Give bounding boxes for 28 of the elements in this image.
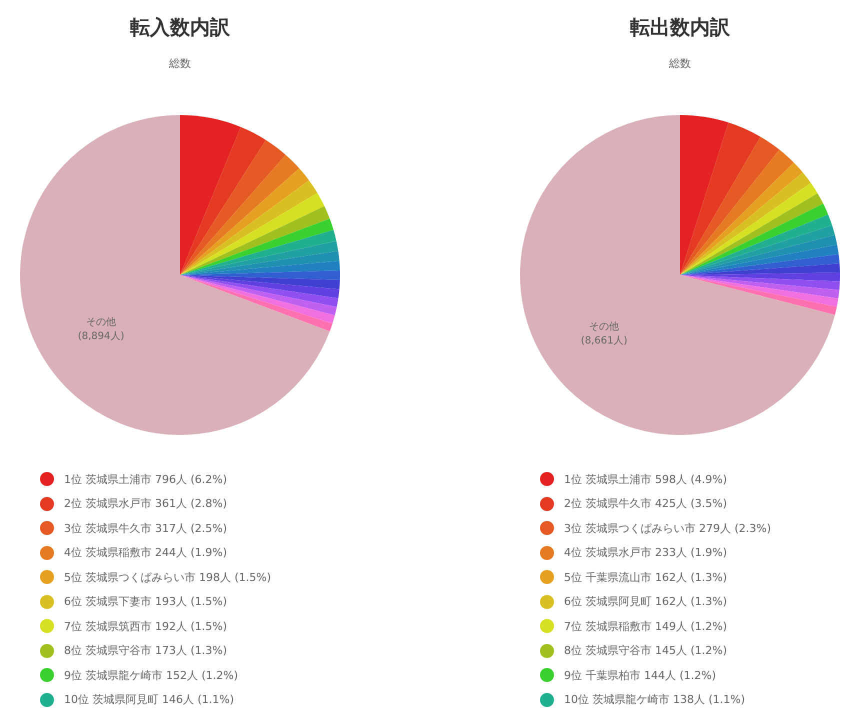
legend-label: 1位 茨城県土浦市 598人 (4.9%) [564, 472, 728, 487]
legend-label: 4位 茨城県稲敷市 244人 (1.9%) [64, 545, 228, 560]
slice-label: その他 [589, 320, 620, 332]
legend-label: 4位 茨城県水戸市 233人 (1.9%) [564, 545, 728, 560]
legend-label: 2位 茨城県水戸市 361人 (2.8%) [64, 496, 228, 512]
legend-label: 6位 茨城県下妻市 193人 (1.5%) [64, 594, 228, 610]
chart-title: 転出数内訳 [629, 14, 731, 41]
legend-label: 2位 茨城県牛久市 425人 (3.5%) [564, 496, 728, 512]
legend-label: 7位 茨城県稲敷市 149人 (1.2%) [564, 618, 728, 634]
chart-subtitle: 総数 [168, 56, 192, 71]
legend-label: 6位 茨城県阿見町 162人 (1.3%) [564, 594, 728, 610]
legend-label: 9位 茨城県龍ケ崎市 152人 (1.2%) [64, 668, 238, 683]
slice-label: その他 [86, 316, 116, 328]
legend-label: 3位 茨城県つくばみらい市 279人 (2.3%) [564, 520, 772, 536]
legend-label: 1位 茨城県土浦市 796人 (6.2%) [64, 472, 228, 487]
data-label: (8,661人) [580, 335, 628, 346]
chart-title: 転入数内訳 [129, 14, 231, 41]
legend-label: 8位 茨城県守谷市 173人 (1.3%) [64, 643, 228, 658]
legend-label: 7位 茨城県筑西市 192人 (1.5%) [64, 618, 228, 634]
legend-label: 10位 茨城県阿見町 146人 (1.1%) [64, 692, 234, 708]
legend-label: 9位 千葉県柏市 144人 (1.2%) [564, 668, 716, 683]
legend-label: 10位 茨城県龍ケ崎市 138人 (1.1%) [564, 692, 746, 708]
legend-label: 5位 茨城県つくばみらい市 198人 (1.5%) [64, 570, 272, 585]
legend-label: 8位 茨城県守谷市 145人 (1.2%) [564, 643, 728, 658]
data-label: (8,894人) [78, 331, 124, 342]
legend-label: 3位 茨城県牛久市 317人 (2.5%) [64, 520, 228, 536]
legend-label: 5位 千葉県流山市 162人 (1.3%) [564, 570, 728, 585]
chart-subtitle: 総数 [668, 56, 692, 71]
